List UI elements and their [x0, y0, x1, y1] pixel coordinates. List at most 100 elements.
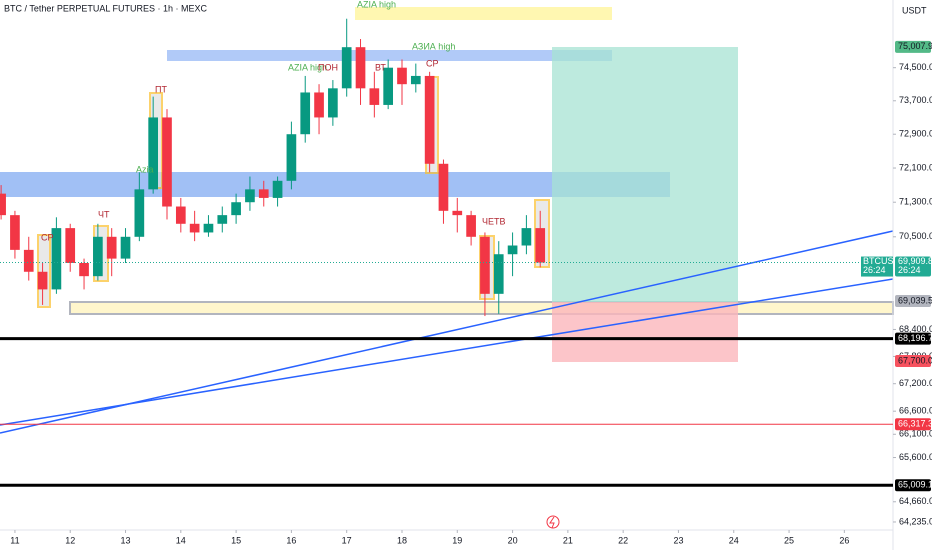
candle-body — [328, 88, 338, 118]
candle-body — [355, 47, 366, 89]
x-tick-label: 24 — [729, 535, 739, 545]
trend-line — [0, 278, 894, 426]
currency-label: USDT — [902, 5, 927, 15]
price-tag — [895, 479, 931, 492]
candle-body — [23, 249, 34, 272]
candle-body — [383, 67, 394, 105]
price-tag-label: 75,007.9 — [898, 41, 932, 51]
candle-body — [134, 189, 145, 237]
candle-body — [410, 75, 421, 85]
zone-azia-high-2 — [167, 50, 612, 61]
candle-body — [535, 228, 546, 263]
y-tick-label: 66,100.0 — [899, 429, 932, 439]
x-tick-label: 23 — [673, 535, 683, 545]
candle-body — [521, 228, 532, 246]
annotation: AZIA high — [357, 0, 396, 9]
candle-body — [286, 134, 297, 181]
x-tick-label: 22 — [618, 535, 628, 545]
zone-support — [69, 301, 894, 315]
candle-body — [397, 67, 407, 85]
candle-body — [51, 228, 62, 290]
candle-body — [466, 215, 476, 237]
last-price-tag — [861, 256, 893, 277]
x-tick-label: 11 — [10, 535, 19, 545]
position-loss — [552, 302, 738, 362]
last-price-label: 69,909.8 — [898, 256, 932, 266]
x-tick-label: 19 — [452, 535, 462, 545]
candle-body — [300, 92, 311, 135]
y-tick-label: 65,600.0 — [899, 452, 932, 462]
candle-body — [480, 236, 490, 294]
candle-body — [189, 223, 200, 233]
candle-body — [93, 236, 103, 277]
candle-body — [175, 206, 186, 224]
price-tag-label: 65,009.1 — [898, 480, 932, 490]
y-tick-label: 64,660.0 — [899, 496, 932, 506]
chart-title: BTC / Tether PERPETUAL FUTURES · 1h · ME… — [4, 3, 208, 13]
annotation: СР — [426, 58, 439, 68]
annotation: ЧТ — [98, 209, 110, 219]
price-tag — [895, 354, 931, 367]
candle-body — [424, 75, 435, 164]
y-tick-label: 71,300.0 — [899, 197, 932, 207]
y-tick-label: 74,500.0 — [899, 62, 932, 72]
annotation: ПОН — [318, 62, 338, 72]
candle-body — [65, 228, 76, 263]
price-tag — [895, 294, 931, 307]
y-tick-label: 72,100.0 — [899, 162, 932, 172]
annotation: ВТ — [375, 62, 386, 72]
price-tag — [895, 40, 931, 53]
candle-body — [245, 189, 255, 203]
y-tick-label: 66,600.0 — [899, 406, 932, 416]
candle-body — [341, 47, 352, 89]
candle-body — [148, 117, 159, 190]
x-tick-label: 20 — [508, 535, 518, 545]
candle-body — [203, 223, 214, 233]
price-tag — [895, 418, 931, 431]
candle-body — [369, 88, 380, 105]
candle-body — [120, 236, 131, 259]
last-price-countdown: 26:24 — [898, 265, 921, 275]
x-tick-label: 25 — [784, 535, 794, 545]
y-tick-label: 72,900.0 — [899, 129, 932, 139]
candle-body — [314, 92, 324, 118]
annotation: АЗИА high — [412, 41, 455, 51]
x-tick-label: 17 — [342, 535, 352, 545]
candle-body — [272, 180, 283, 198]
candle-body — [0, 193, 6, 216]
x-tick-label: 12 — [65, 535, 75, 545]
x-tick-label: 13 — [121, 535, 131, 545]
trend-line — [0, 230, 894, 434]
candle-body — [507, 245, 518, 255]
price-tag — [895, 332, 931, 345]
candle-body — [231, 202, 241, 216]
x-tick-label: 18 — [397, 535, 407, 545]
last-price-countdown: 26:24 — [863, 265, 886, 275]
candle-body — [452, 210, 463, 216]
y-tick-label: 70,500.0 — [899, 231, 932, 241]
candle-body — [217, 215, 228, 224]
position-profit — [552, 47, 738, 302]
candle-body — [79, 262, 89, 277]
candle-body — [106, 236, 117, 259]
price-tag-label: 66,317.3 — [898, 419, 932, 429]
x-tick-label: 16 — [286, 535, 296, 545]
zone-azia-high — [355, 7, 612, 20]
price-tag-label: 68,196.7 — [898, 333, 932, 343]
annotation: ЧЕТВ — [482, 216, 506, 226]
candle-body — [493, 254, 504, 294]
candle-body — [37, 271, 48, 290]
candle-body — [162, 117, 172, 207]
annotation: AZIA high — [288, 62, 327, 72]
y-tick-label: 68,400.0 — [899, 324, 932, 334]
icon-flash[interactable] — [546, 515, 560, 529]
annotation: Azia — [136, 164, 154, 174]
x-tick-label: 26 — [839, 535, 849, 545]
last-price-symbol: BTCUSDT.P — [863, 256, 913, 266]
y-tick-label: 64,235.0 — [899, 516, 932, 526]
annotation: ПТ — [155, 84, 167, 94]
y-tick-label: 67,200.0 — [899, 378, 932, 388]
candle-body — [438, 163, 449, 211]
